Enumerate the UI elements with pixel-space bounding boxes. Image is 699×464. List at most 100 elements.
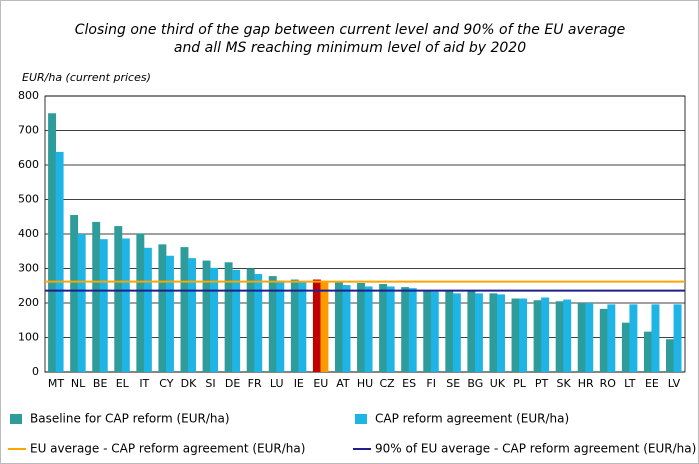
- x-tick-label: EL: [116, 377, 130, 390]
- bar: [629, 304, 638, 372]
- bar: [673, 304, 682, 372]
- x-tick-label: ES: [402, 377, 416, 390]
- bar: [48, 113, 57, 372]
- x-tick-label: BE: [93, 377, 108, 390]
- legend-label: 90% of EU average - CAP reform agreement…: [375, 442, 696, 456]
- bar: [70, 215, 79, 372]
- x-tick-label: RO: [600, 377, 617, 390]
- bar: [533, 300, 542, 372]
- x-tick-label: UK: [490, 377, 506, 390]
- bar: [577, 303, 586, 372]
- bar: [643, 331, 652, 372]
- bar: [379, 284, 388, 372]
- x-tick-label: LT: [624, 377, 636, 390]
- bar: [364, 286, 373, 372]
- bar: [666, 339, 674, 372]
- x-tick-label: SE: [446, 377, 460, 390]
- bar: [114, 226, 123, 372]
- bar: [519, 298, 528, 372]
- bar: [158, 244, 167, 372]
- x-tick-label: SK: [557, 377, 572, 390]
- bar: [467, 290, 476, 372]
- bar: [386, 286, 395, 372]
- bar: [357, 282, 365, 372]
- bar: [210, 267, 219, 372]
- bar: [298, 282, 307, 372]
- x-tick-label: EU: [313, 377, 328, 390]
- bar: [165, 255, 174, 372]
- bar: [401, 287, 410, 372]
- bar: [511, 298, 520, 372]
- x-tick-label: IT: [139, 377, 149, 390]
- y-tick-label: 800: [18, 89, 39, 102]
- x-tick-label: LV: [668, 377, 681, 390]
- x-tick-label: HR: [578, 377, 594, 390]
- legend-swatch: [10, 414, 22, 424]
- x-tick-label: DK: [181, 377, 197, 390]
- legend-label: EU average - CAP reform agreement (EUR/h…: [30, 442, 305, 456]
- y-tick-label: 0: [32, 365, 39, 378]
- bar: [188, 258, 196, 372]
- bar: [563, 299, 572, 372]
- bar: [290, 279, 299, 372]
- x-tick-label: NL: [71, 377, 86, 390]
- bar: [312, 279, 321, 372]
- bar: [99, 239, 108, 372]
- x-tick-label: HU: [357, 377, 373, 390]
- bar: [55, 151, 64, 372]
- bar: [342, 285, 351, 372]
- bar: [651, 304, 660, 372]
- bar: [452, 293, 461, 372]
- y-tick-label: 400: [18, 227, 39, 240]
- bar: [489, 293, 498, 372]
- y-tick-label: 600: [18, 158, 39, 171]
- bar: [445, 290, 454, 372]
- chart-title: and all MS reaching minimum level of aid…: [174, 40, 526, 56]
- bar: [232, 269, 241, 372]
- x-tick-label: BG: [467, 377, 483, 390]
- x-tick-label: AT: [336, 377, 350, 390]
- bar: [92, 221, 101, 372]
- x-tick-label: LU: [270, 377, 284, 390]
- bar: [555, 301, 564, 372]
- x-tick-label: PL: [513, 377, 527, 390]
- bar: [268, 276, 277, 372]
- bar: [202, 260, 211, 372]
- x-tick-label: MT: [48, 377, 64, 390]
- bar: [599, 308, 608, 372]
- bar: [541, 297, 550, 372]
- legend-label: Baseline for CAP reform (EUR/ha): [30, 412, 230, 426]
- bar: [334, 281, 343, 372]
- y-tick-label: 100: [18, 331, 39, 344]
- bar: [224, 262, 233, 372]
- x-tick-label: FI: [426, 377, 436, 390]
- bar: [423, 290, 432, 372]
- bar: [246, 268, 255, 372]
- x-tick-label: EE: [645, 377, 659, 390]
- y-tick-label: 300: [18, 262, 39, 275]
- legend-swatch: [355, 414, 367, 424]
- bar: [621, 322, 630, 372]
- bar: [276, 280, 285, 372]
- x-tick-label: DE: [225, 377, 240, 390]
- x-tick-label: PT: [535, 377, 549, 390]
- bar: [430, 291, 439, 372]
- x-tick-label: CY: [159, 377, 173, 390]
- x-tick-label: CZ: [379, 377, 395, 390]
- y-tick-label: 500: [18, 193, 39, 206]
- bar: [143, 247, 152, 372]
- bar: [408, 288, 417, 372]
- bar: [585, 303, 594, 372]
- bar: [180, 247, 189, 372]
- bar: [136, 233, 145, 372]
- chart-title: Closing one third of the gap between cur…: [75, 22, 625, 38]
- y-axis-label: EUR/ha (current prices): [22, 71, 151, 84]
- bar: [320, 281, 329, 372]
- bar: [607, 304, 616, 372]
- y-tick-label: 200: [18, 296, 39, 309]
- x-tick-label: FR: [248, 377, 262, 390]
- bar: [121, 238, 130, 372]
- bar: [497, 294, 505, 372]
